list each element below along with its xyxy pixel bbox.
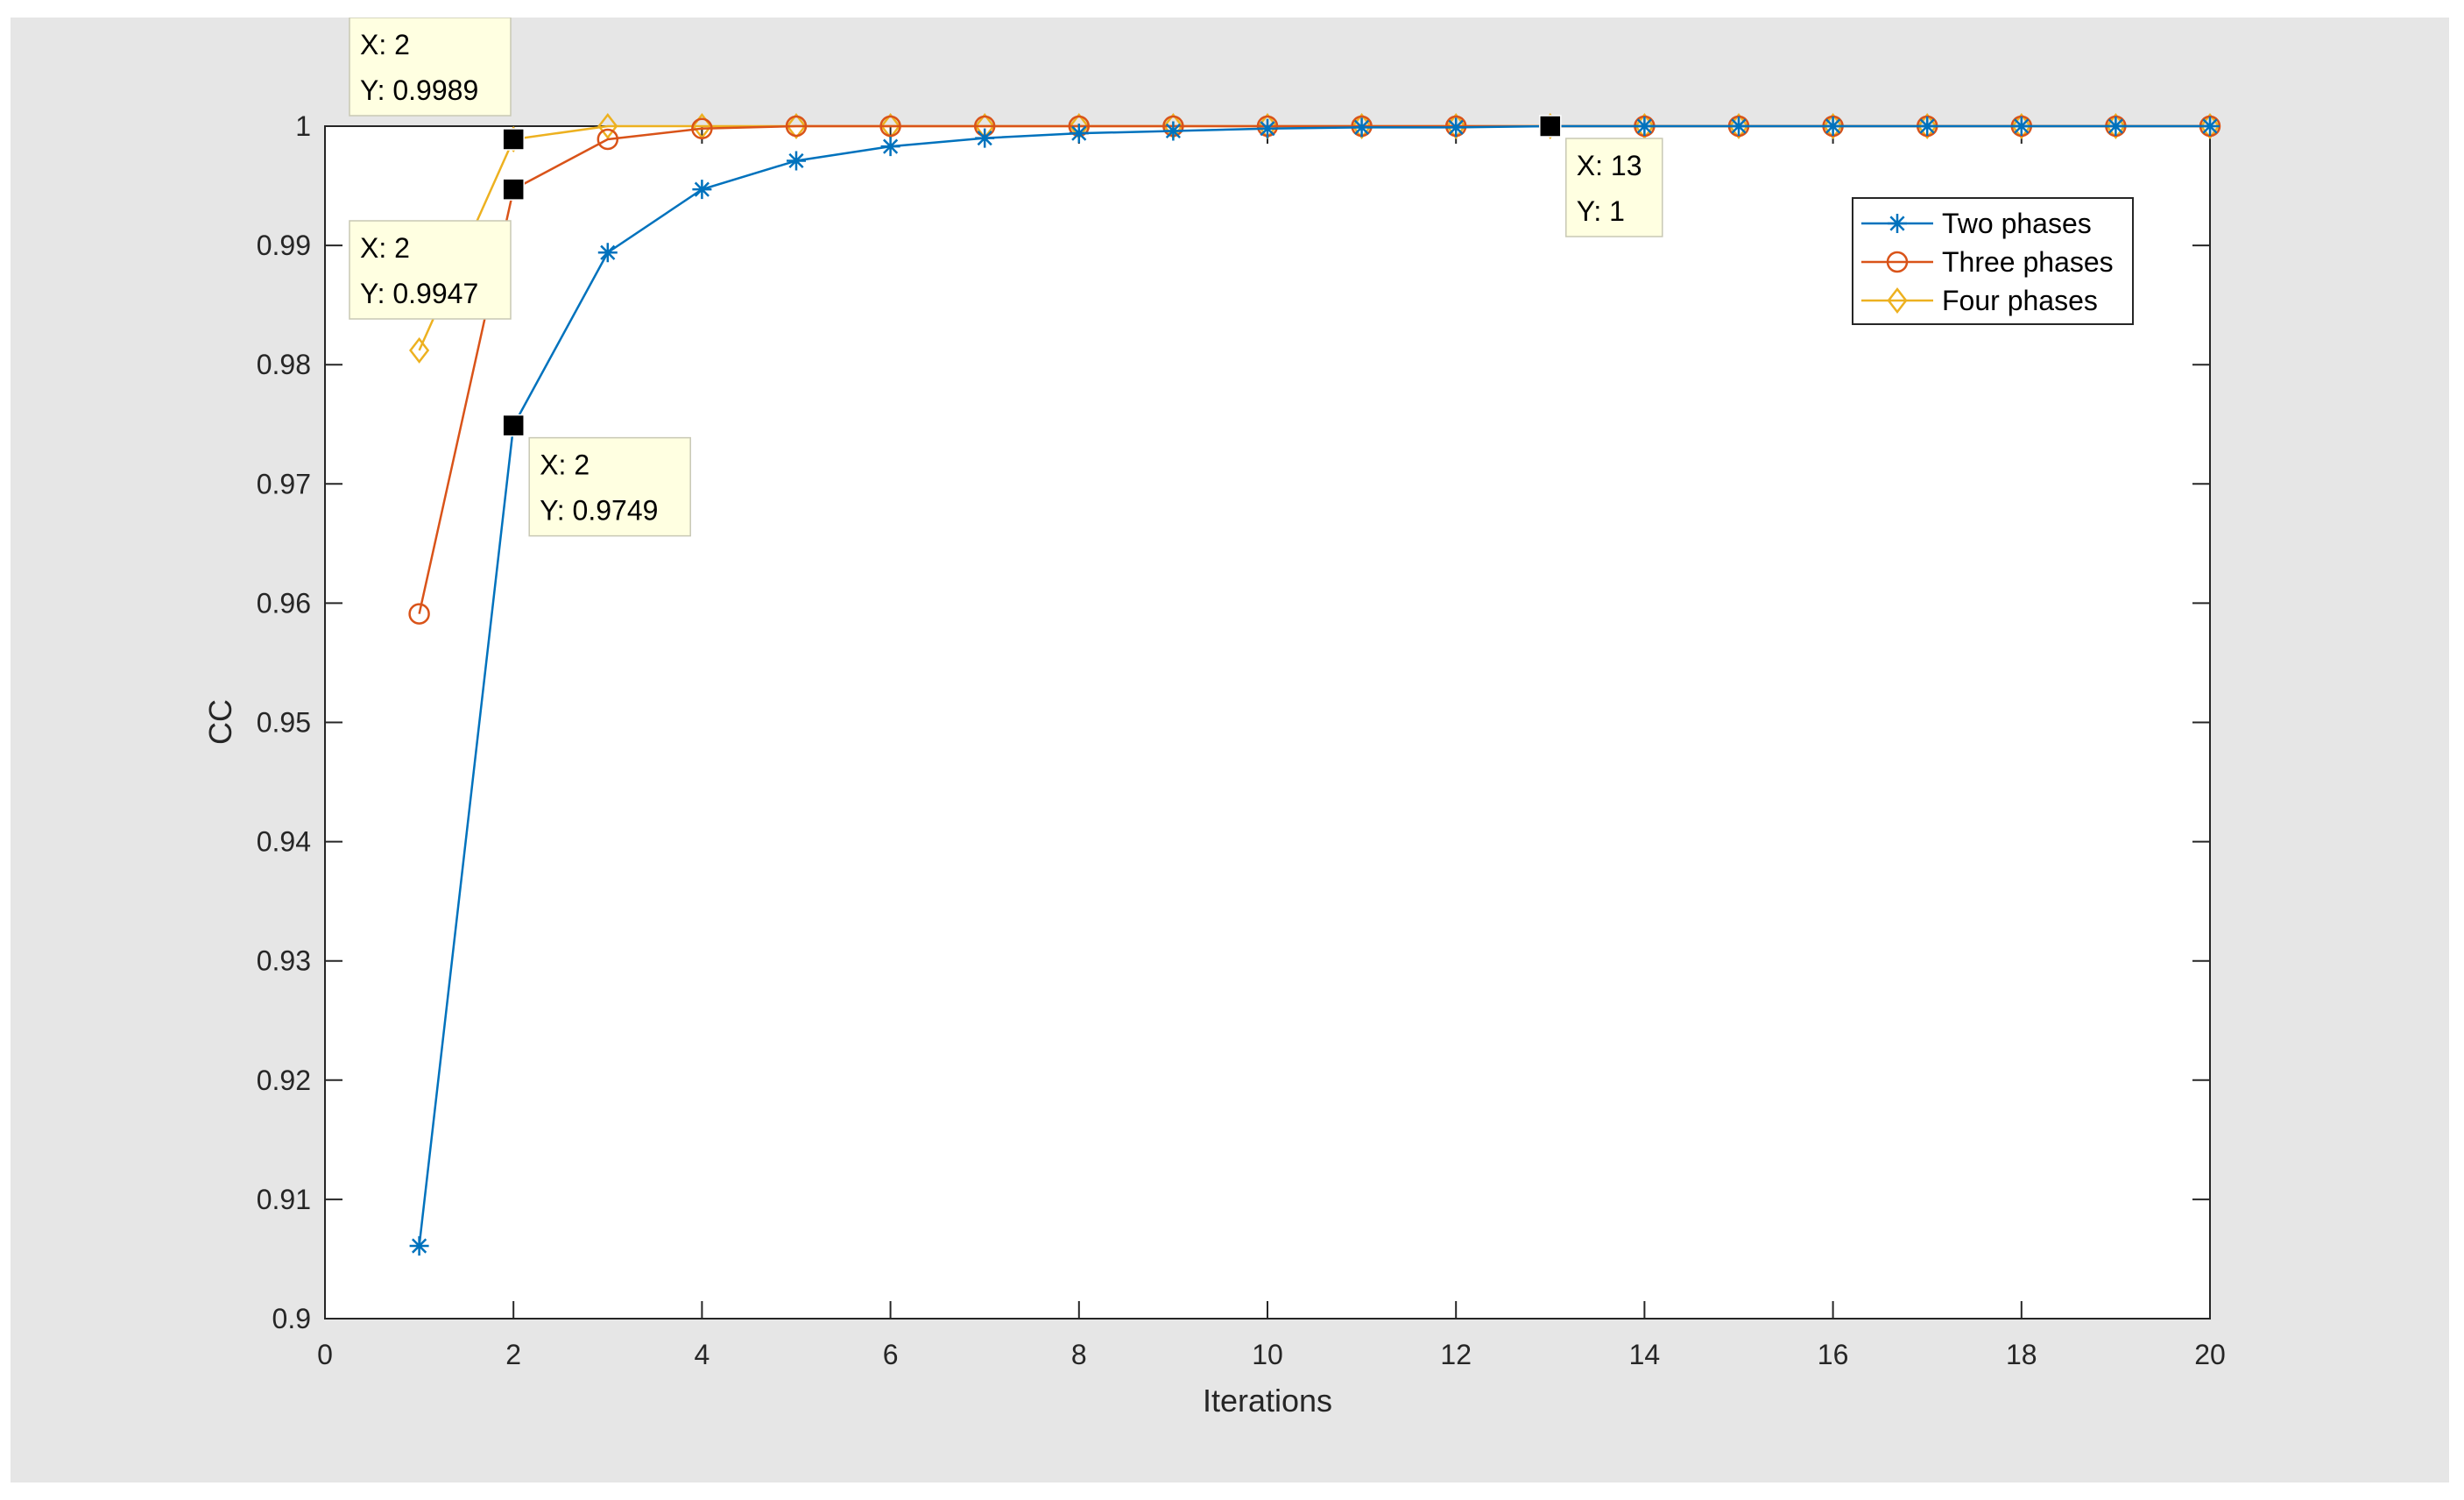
datatip[interactable]: X: 2 Y: 0.9947 bbox=[349, 178, 525, 320]
legend-item[interactable]: Three phases bbox=[1861, 246, 2114, 278]
series-two-phases bbox=[409, 117, 2220, 1256]
data-point bbox=[1634, 117, 1655, 136]
datatip-x-text: X: 2 bbox=[360, 232, 410, 264]
data-point bbox=[2199, 112, 2220, 140]
data-point bbox=[787, 151, 806, 171]
line-chart: 0 2 4 6 8 10 12 14 16 18 20 0.9 0.91 0.92 0.93 0.94 0.95… bbox=[202, 18, 2226, 1419]
x-tick-label: 16 bbox=[1818, 1339, 1849, 1370]
datatip[interactable]: X: 13 Y: 1 bbox=[1539, 115, 1663, 237]
datatip-y-text: Y: 0.9749 bbox=[540, 495, 658, 527]
data-point bbox=[2106, 117, 2126, 136]
legend-label: Two phases bbox=[1942, 208, 2092, 239]
data-point bbox=[1446, 117, 1466, 138]
axes: 0 2 4 6 8 10 12 14 16 18 20 0.9 0.91 0.92 0.93 0.94 0.95… bbox=[257, 110, 2226, 1370]
data-point bbox=[2011, 112, 2032, 140]
data-point bbox=[597, 112, 618, 140]
y-tick-label: 1 bbox=[295, 110, 311, 142]
datatip-y-text: Y: 0.9989 bbox=[360, 74, 478, 106]
legend-item[interactable]: Four phases bbox=[1861, 285, 2098, 316]
legend-marker bbox=[1886, 251, 1909, 273]
data-point bbox=[975, 128, 995, 148]
x-tick-label: 2 bbox=[505, 1339, 521, 1370]
data-point bbox=[408, 603, 430, 625]
datatip-marker bbox=[502, 178, 525, 201]
legend-marker bbox=[1888, 214, 1907, 233]
y-tick-label: 0.9 bbox=[272, 1303, 311, 1334]
y-tick-label: 0.94 bbox=[257, 826, 311, 858]
datatip-box bbox=[349, 220, 512, 320]
x-tick-label: 18 bbox=[2006, 1339, 2037, 1370]
data-point bbox=[692, 180, 712, 200]
x-tick-label: 10 bbox=[1252, 1339, 1283, 1370]
x-tick-label: 4 bbox=[695, 1339, 710, 1370]
datatip-x-text: X: 2 bbox=[360, 29, 410, 60]
data-point bbox=[1258, 118, 1277, 138]
y-tick-label: 0.97 bbox=[257, 468, 311, 499]
datatip-box bbox=[1565, 138, 1663, 237]
data-point bbox=[880, 137, 900, 157]
x-tick-label: 12 bbox=[1440, 1339, 1472, 1370]
data-point bbox=[2105, 112, 2126, 140]
data-point bbox=[2011, 117, 2031, 136]
y-tick-label: 0.95 bbox=[257, 707, 311, 739]
figure-window: 0 2 4 6 8 10 12 14 16 18 20 0.9 0.91 0.92 0.93 0.94 0.95… bbox=[11, 18, 2449, 1482]
data-point bbox=[1163, 121, 1183, 141]
datatip-marker bbox=[502, 128, 525, 151]
data-point bbox=[786, 112, 807, 140]
x-tick-label: 0 bbox=[317, 1339, 333, 1370]
datatip[interactable]: X: 2 Y: 0.9989 bbox=[349, 18, 525, 151]
datatip-x-text: X: 2 bbox=[540, 449, 590, 481]
y-tick-label: 0.91 bbox=[257, 1184, 311, 1215]
data-point bbox=[1823, 117, 1843, 136]
data-point bbox=[1823, 112, 1844, 140]
x-tick-label: 8 bbox=[1071, 1339, 1087, 1370]
data-point bbox=[1917, 117, 1938, 136]
y-tick-label: 0.98 bbox=[257, 349, 311, 380]
series-line bbox=[418, 124, 2210, 1247]
data-point bbox=[1728, 112, 1749, 140]
data-point bbox=[409, 336, 430, 364]
datatip-y-text: Y: 1 bbox=[1577, 195, 1625, 227]
data-point bbox=[1069, 124, 1089, 144]
data-point bbox=[691, 117, 713, 139]
data-point bbox=[1917, 112, 1938, 140]
datatip-box bbox=[349, 18, 512, 117]
datatip-y-text: Y: 0.9947 bbox=[360, 278, 478, 309]
data-point bbox=[2200, 117, 2220, 136]
datatip-box bbox=[528, 436, 691, 537]
y-tick-label: 0.93 bbox=[257, 945, 311, 977]
datatip[interactable]: X: 2 Y: 0.9749 bbox=[502, 414, 691, 537]
x-axis-label: Iterations bbox=[1203, 1383, 1332, 1419]
datatip-marker bbox=[1539, 115, 1562, 138]
x-tick-label: 20 bbox=[2194, 1339, 2226, 1370]
y-tick-label: 0.92 bbox=[257, 1065, 311, 1096]
legend-item[interactable]: Two phases bbox=[1861, 208, 2092, 239]
data-point bbox=[1634, 112, 1655, 140]
y-tick-label: 0.99 bbox=[257, 230, 311, 261]
legend-label: Four phases bbox=[1942, 285, 2098, 316]
x-tick-label: 6 bbox=[883, 1339, 899, 1370]
y-axis-label: CC bbox=[202, 699, 238, 745]
data-point bbox=[597, 128, 619, 151]
y-tick-label: 0.96 bbox=[257, 587, 311, 619]
legend[interactable]: Two phases Three phases Four phases bbox=[1852, 197, 2134, 325]
legend-label: Three phases bbox=[1942, 246, 2114, 278]
data-point bbox=[1352, 117, 1372, 138]
data-point bbox=[879, 115, 901, 138]
x-tick-label: 14 bbox=[1629, 1339, 1661, 1370]
data-point bbox=[597, 243, 618, 263]
legend-marker bbox=[1887, 287, 1908, 315]
data-point bbox=[785, 115, 808, 138]
data-point bbox=[1729, 117, 1748, 136]
datatip-marker bbox=[502, 414, 525, 437]
data-point bbox=[409, 1235, 429, 1256]
datatip-x-text: X: 13 bbox=[1577, 150, 1642, 181]
